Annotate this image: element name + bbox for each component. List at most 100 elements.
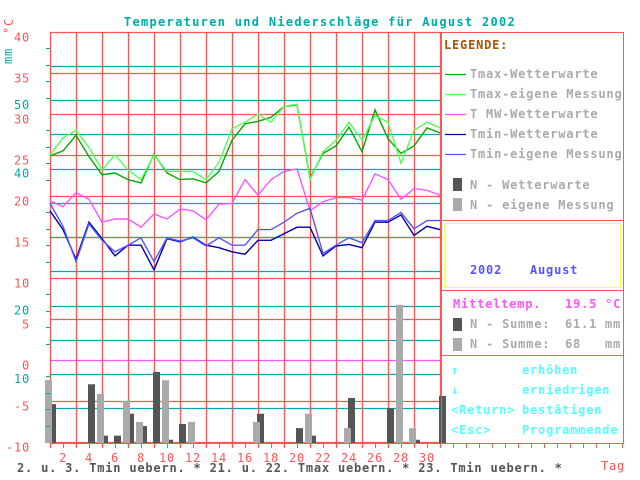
x-tick-label: 28 [393,451,409,465]
temp-tick-label: 5 [22,318,30,332]
temp-tick-label: -10 [6,441,30,455]
x-tick-label: 12 [185,451,201,465]
bar-n-wetterwarte [88,384,95,443]
x-tick-label: 26 [367,451,383,465]
sum-value-own: 68 [565,337,581,351]
mm-axis-label: mm [1,48,15,64]
x-tick-label: 6 [111,451,119,465]
footer-note: 2. u. 3. Tmin uebern. * 21. u. 22. Tmax … [17,461,563,475]
line-tmin-eigene-messung [49,203,440,264]
legend-panel: LEGENDE: Tmax-Wetterwarte Tmax-eigene Mes… [441,32,624,444]
mm-tick-label: 20 [14,304,30,318]
period-year[interactable]: 2002 [470,263,502,277]
x-tick-label: 24 [341,451,357,465]
bar-n-wetterwarte [166,439,173,443]
key-down[interactable]: ↓ [451,383,459,397]
temp-tick-label: 15 [14,236,30,250]
x-tick-label: 10 [159,451,175,465]
bar-n-wetterwarte [296,428,303,443]
key-esc-action: Programmende [522,423,618,437]
mm-tick-label: 10 [14,372,30,386]
legend-label: Tmin-Wetterwarte [470,127,598,141]
bar-n-eigene-messung [344,428,351,443]
bar-n-eigene-messung [409,428,416,443]
bar-n-wetterwarte [153,371,160,443]
legend-label: Tmax-Wetterwarte [470,67,598,81]
mm-tick-label: 40 [14,167,30,181]
x-tick-label: 18 [263,451,279,465]
period-box [444,223,621,288]
bar-n-wetterwarte [101,435,108,443]
temp-tick-label: -5 [14,400,30,414]
x-tick-label: 20 [289,451,305,465]
x-tick-label: 4 [85,451,93,465]
sum-label-ww: N - Summe: [470,317,550,331]
bar-n-eigene-messung [97,393,104,443]
x-tick-label: 2 [59,451,67,465]
x-tick-label: 8 [137,451,145,465]
sum-unit-own: mm [605,337,621,351]
bar-n-eigene-messung [45,380,52,443]
x-tick-label: 22 [315,451,331,465]
mean-temp-value: 19.5 °C [565,297,621,311]
period-month[interactable]: August [530,263,578,277]
bar-n-wetterwarte [49,404,56,443]
bar-n-eigene-messung [123,400,130,443]
line-tmin-wetterwarte [49,210,441,272]
x-tick-label: 16 [237,451,253,465]
legend-swatch-n-own [453,198,462,211]
key-up[interactable]: ↑ [451,363,459,377]
x-axis-label: Tag [601,459,625,473]
bar-n-wetterwarte [439,395,446,443]
temp-tick-label: 30 [14,113,30,127]
grid [49,31,442,448]
precipitation-bars [45,304,446,443]
sum-unit-ww: mm [605,317,621,331]
bar-n-eigene-messung [396,304,403,443]
x-tick-label: 14 [211,451,227,465]
bar-n-wetterwarte [140,426,147,443]
chart-title: Temperaturen und Niederschläge für Augus… [124,15,516,29]
legend-label: Tmin-eigene Messung [470,147,622,161]
key-esc[interactable]: <Esc> [451,423,491,437]
legend-label: Tmax-eigene Messung [470,87,622,101]
legend-heading: LEGENDE: [444,38,508,52]
celsius-axis-label: °C [2,18,16,34]
bar-n-eigene-messung [162,380,169,443]
temp-tick-label: 20 [14,195,30,209]
bar-n-wetterwarte [257,413,264,443]
line-t-mw-wetterwarte [49,168,441,229]
bar-n-wetterwarte [127,413,134,443]
temp-tick-label: 35 [14,72,30,86]
bar-n-wetterwarte [348,397,355,443]
line-tmax-eigene-messung [49,103,441,182]
line-tmax-wetterwarte [49,104,441,184]
temp-tick-label: 0 [22,359,30,373]
sum-label-own: N - Summe: [470,337,550,351]
legend-label-n-own: N - eigene Messung [470,198,614,212]
legend-label: T MW-Wetterwarte [470,107,598,121]
key-return-action: bestätigen [522,403,602,417]
sum-value-ww: 61.1 [565,317,597,331]
bar-n-eigene-messung [188,421,195,443]
bar-n-eigene-messung [253,421,260,443]
bar-n-wetterwarte [309,435,316,443]
bar-n-wetterwarte [413,439,420,443]
mean-temp-label: Mitteltemp. [453,297,541,311]
key-up-action: erhöhen [522,363,578,377]
x-tick-label: 30 [419,451,435,465]
legend-swatch-n-ww [453,178,462,191]
temperature-lines [49,103,441,272]
sum-swatch-own [453,338,462,351]
key-return[interactable]: <Return> [451,403,515,417]
key-down-action: erniedrigen [522,383,610,397]
bar-n-wetterwarte [114,435,121,443]
legend-label-n-ww: N - Wetterwarte [470,178,590,192]
bar-n-eigene-messung [305,413,312,443]
sum-swatch-ww [453,318,462,331]
temp-tick-label: 25 [14,154,30,168]
bar-n-eigene-messung [136,421,143,443]
bar-n-wetterwarte [387,408,394,443]
